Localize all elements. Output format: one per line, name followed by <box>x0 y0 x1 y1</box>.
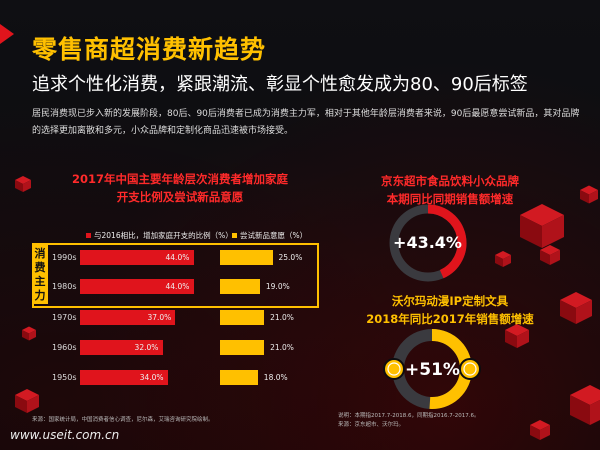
stat2-title: 沃尔玛动漫IP定制文具 2018年同比2017年销售额增速 <box>350 292 550 328</box>
highlight-tag: 消费主力 <box>32 245 48 304</box>
cube-right <box>590 400 600 425</box>
cube-right <box>589 190 598 204</box>
bar-newproduct <box>220 370 258 385</box>
cube-left <box>505 330 517 348</box>
cube-right <box>503 255 511 267</box>
cube-left <box>580 190 589 204</box>
bar-value-label: 19.0% <box>265 282 290 291</box>
ip-icon <box>459 358 481 380</box>
cube-left <box>15 180 23 192</box>
cube-right <box>23 180 31 192</box>
stat2-title-line1: 沃尔玛动漫IP定制文具 <box>391 294 509 308</box>
cube-right <box>27 395 39 413</box>
category-label: 1960s <box>52 343 77 352</box>
page-title: 零售商超消费新趋势 <box>32 35 267 64</box>
cube-left <box>570 395 590 425</box>
stat2-title-line2: 2018年同比2017年销售额增速 <box>366 312 534 326</box>
bar-expense <box>80 370 168 385</box>
corner-marker <box>0 24 14 44</box>
pencil-icon <box>383 358 405 380</box>
cube-left <box>560 300 576 324</box>
cube-right <box>576 300 592 324</box>
bar-value-label: 25.0% <box>278 253 303 262</box>
right-note-line1: 说明：本期指2017.7-2018.6，同期指2016.7-2017.6。 <box>338 413 480 419</box>
stat1-value: +43.4% <box>393 233 462 252</box>
left-chart-title-line1: 2017年中国主要年龄层次消费者增加家庭 <box>71 172 288 186</box>
description-text: 居民消费现已步入新的发展阶段，80后、90后消费者已成为消费主力军，相对于其他年… <box>32 109 580 136</box>
cube-right <box>517 330 529 348</box>
bar-value-label: 21.0% <box>270 313 294 322</box>
bar-newproduct <box>220 310 265 325</box>
pencil-icon-ring <box>387 362 401 376</box>
donut-jd-arc <box>427 204 467 279</box>
legend-label-expense: 与2016相比，增加家庭开支的比例（%） <box>94 231 233 240</box>
watermark: www.useit.com.cn <box>10 428 120 442</box>
bar-value-label: 21.0% <box>270 343 294 352</box>
stat1-title-line1: 京东超市食品饮料小众品牌 <box>381 174 519 188</box>
cube-left <box>520 215 542 248</box>
cube-left <box>530 425 540 440</box>
cube-right <box>540 425 550 440</box>
bar-expense <box>80 250 194 265</box>
bar-expense <box>80 279 194 294</box>
bar-value-label: 32.0% <box>134 343 159 352</box>
bar-expense <box>80 310 176 325</box>
bar-value-label: 44.0% <box>165 253 190 262</box>
page-subtitle: 追求个性化消费，紧跟潮流、彰显个性愈发成为80、90后标签 <box>32 74 528 95</box>
cube-right <box>550 250 560 265</box>
bar-expense <box>80 340 163 355</box>
category-label: 1950s <box>52 373 77 382</box>
left-source-note: 来源：国家统计局，中国消费者信心调查，尼尔森，艾瑞咨询研究院绘制。 <box>32 417 214 423</box>
left-chart-title-line2: 开支比例及尝试新品意愿 <box>116 190 244 204</box>
cube-right <box>29 330 36 341</box>
ip-icon-ring <box>463 362 477 376</box>
right-note: 说明：本期指2017.7-2018.6，同期指2016.7-2017.6。 来源… <box>338 412 479 430</box>
legend-item-newproduct: 尝试新品意愿（%） <box>232 230 307 241</box>
legend-swatch-red <box>86 233 91 238</box>
bar-value-label: 37.0% <box>147 313 172 322</box>
stat1-title-line2: 本期同比同期销售额增速 <box>386 192 514 206</box>
bar-newproduct <box>220 340 265 355</box>
cube-left <box>22 330 29 341</box>
bar-value-label: 34.0% <box>139 373 164 382</box>
category-label: 1970s <box>52 313 77 322</box>
category-label: 1990s <box>52 253 77 262</box>
bar-newproduct <box>220 279 260 294</box>
cube-left <box>15 395 27 413</box>
stat1-title: 京东超市食品饮料小众品牌 本期同比同期销售额增速 <box>350 172 550 208</box>
right-note-line2: 来源：京东超市、沃尔玛。 <box>338 422 405 428</box>
legend-swatch-yellow <box>232 233 237 238</box>
stat2-value: +51% <box>405 360 460 380</box>
cube-right <box>542 215 564 248</box>
legend-label-newproduct: 尝试新品意愿（%） <box>240 231 308 240</box>
left-chart-title: 2017年中国主要年龄层次消费者增加家庭 开支比例及尝试新品意愿 <box>30 170 330 206</box>
cube-left <box>495 255 503 267</box>
cube-left <box>540 250 550 265</box>
category-label: 1980s <box>52 282 77 291</box>
bar-value-label: 18.0% <box>263 373 288 382</box>
bar-value-label: 44.0% <box>165 282 190 291</box>
bar-newproduct <box>220 250 273 265</box>
legend-item-expense: 与2016相比，增加家庭开支的比例（%） <box>86 230 233 241</box>
cube-top <box>570 385 600 405</box>
